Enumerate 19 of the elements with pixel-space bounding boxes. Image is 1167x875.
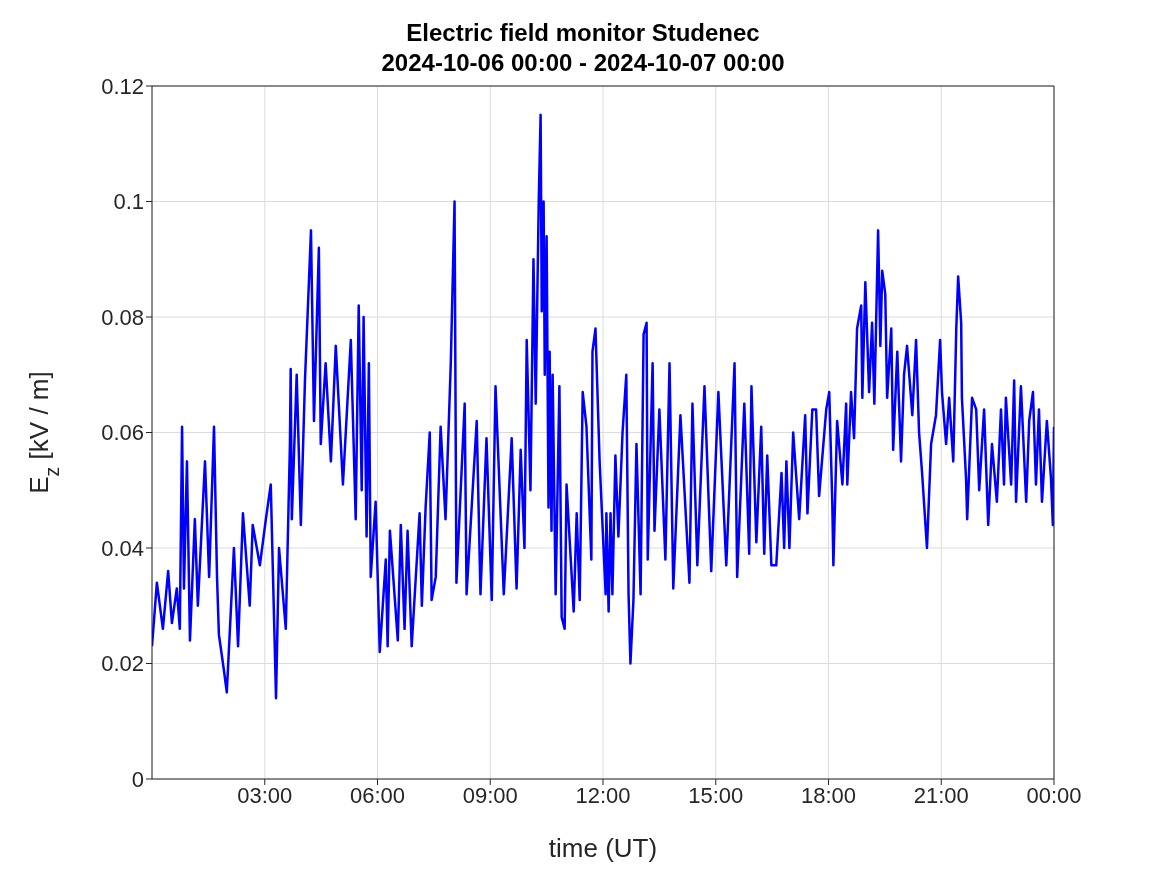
- y-tick-label: 0: [131, 766, 144, 792]
- x-tick-label: 00:00: [1026, 782, 1082, 808]
- y-tick-label: 0.04: [101, 535, 144, 561]
- x-tick-label: 03:00: [237, 782, 293, 808]
- y-tick-label: 0.08: [101, 304, 144, 330]
- chart-subtitle: 2024-10-06 00:00 - 2024-10-07 00:00: [381, 49, 785, 76]
- line-series: [152, 113, 1054, 700]
- y-tick-label: 0.06: [101, 420, 144, 446]
- x-tick-label: 15:00: [688, 782, 744, 808]
- y-tick-label: 0.02: [101, 651, 144, 677]
- y-tick-label: 0.1: [113, 189, 144, 215]
- x-tick-label: 06:00: [349, 782, 406, 808]
- chart-title: Electric field monitor Studenec: [405, 18, 761, 48]
- x-tick-label: 09:00: [462, 782, 518, 808]
- y-tick-label: 0.12: [101, 73, 144, 99]
- x-tick-label: 12:00: [575, 782, 631, 808]
- x-axis-title: time (UT): [548, 833, 658, 863]
- x-tick-label: 18:00: [800, 782, 857, 808]
- x-tick-label: 21:00: [913, 782, 969, 808]
